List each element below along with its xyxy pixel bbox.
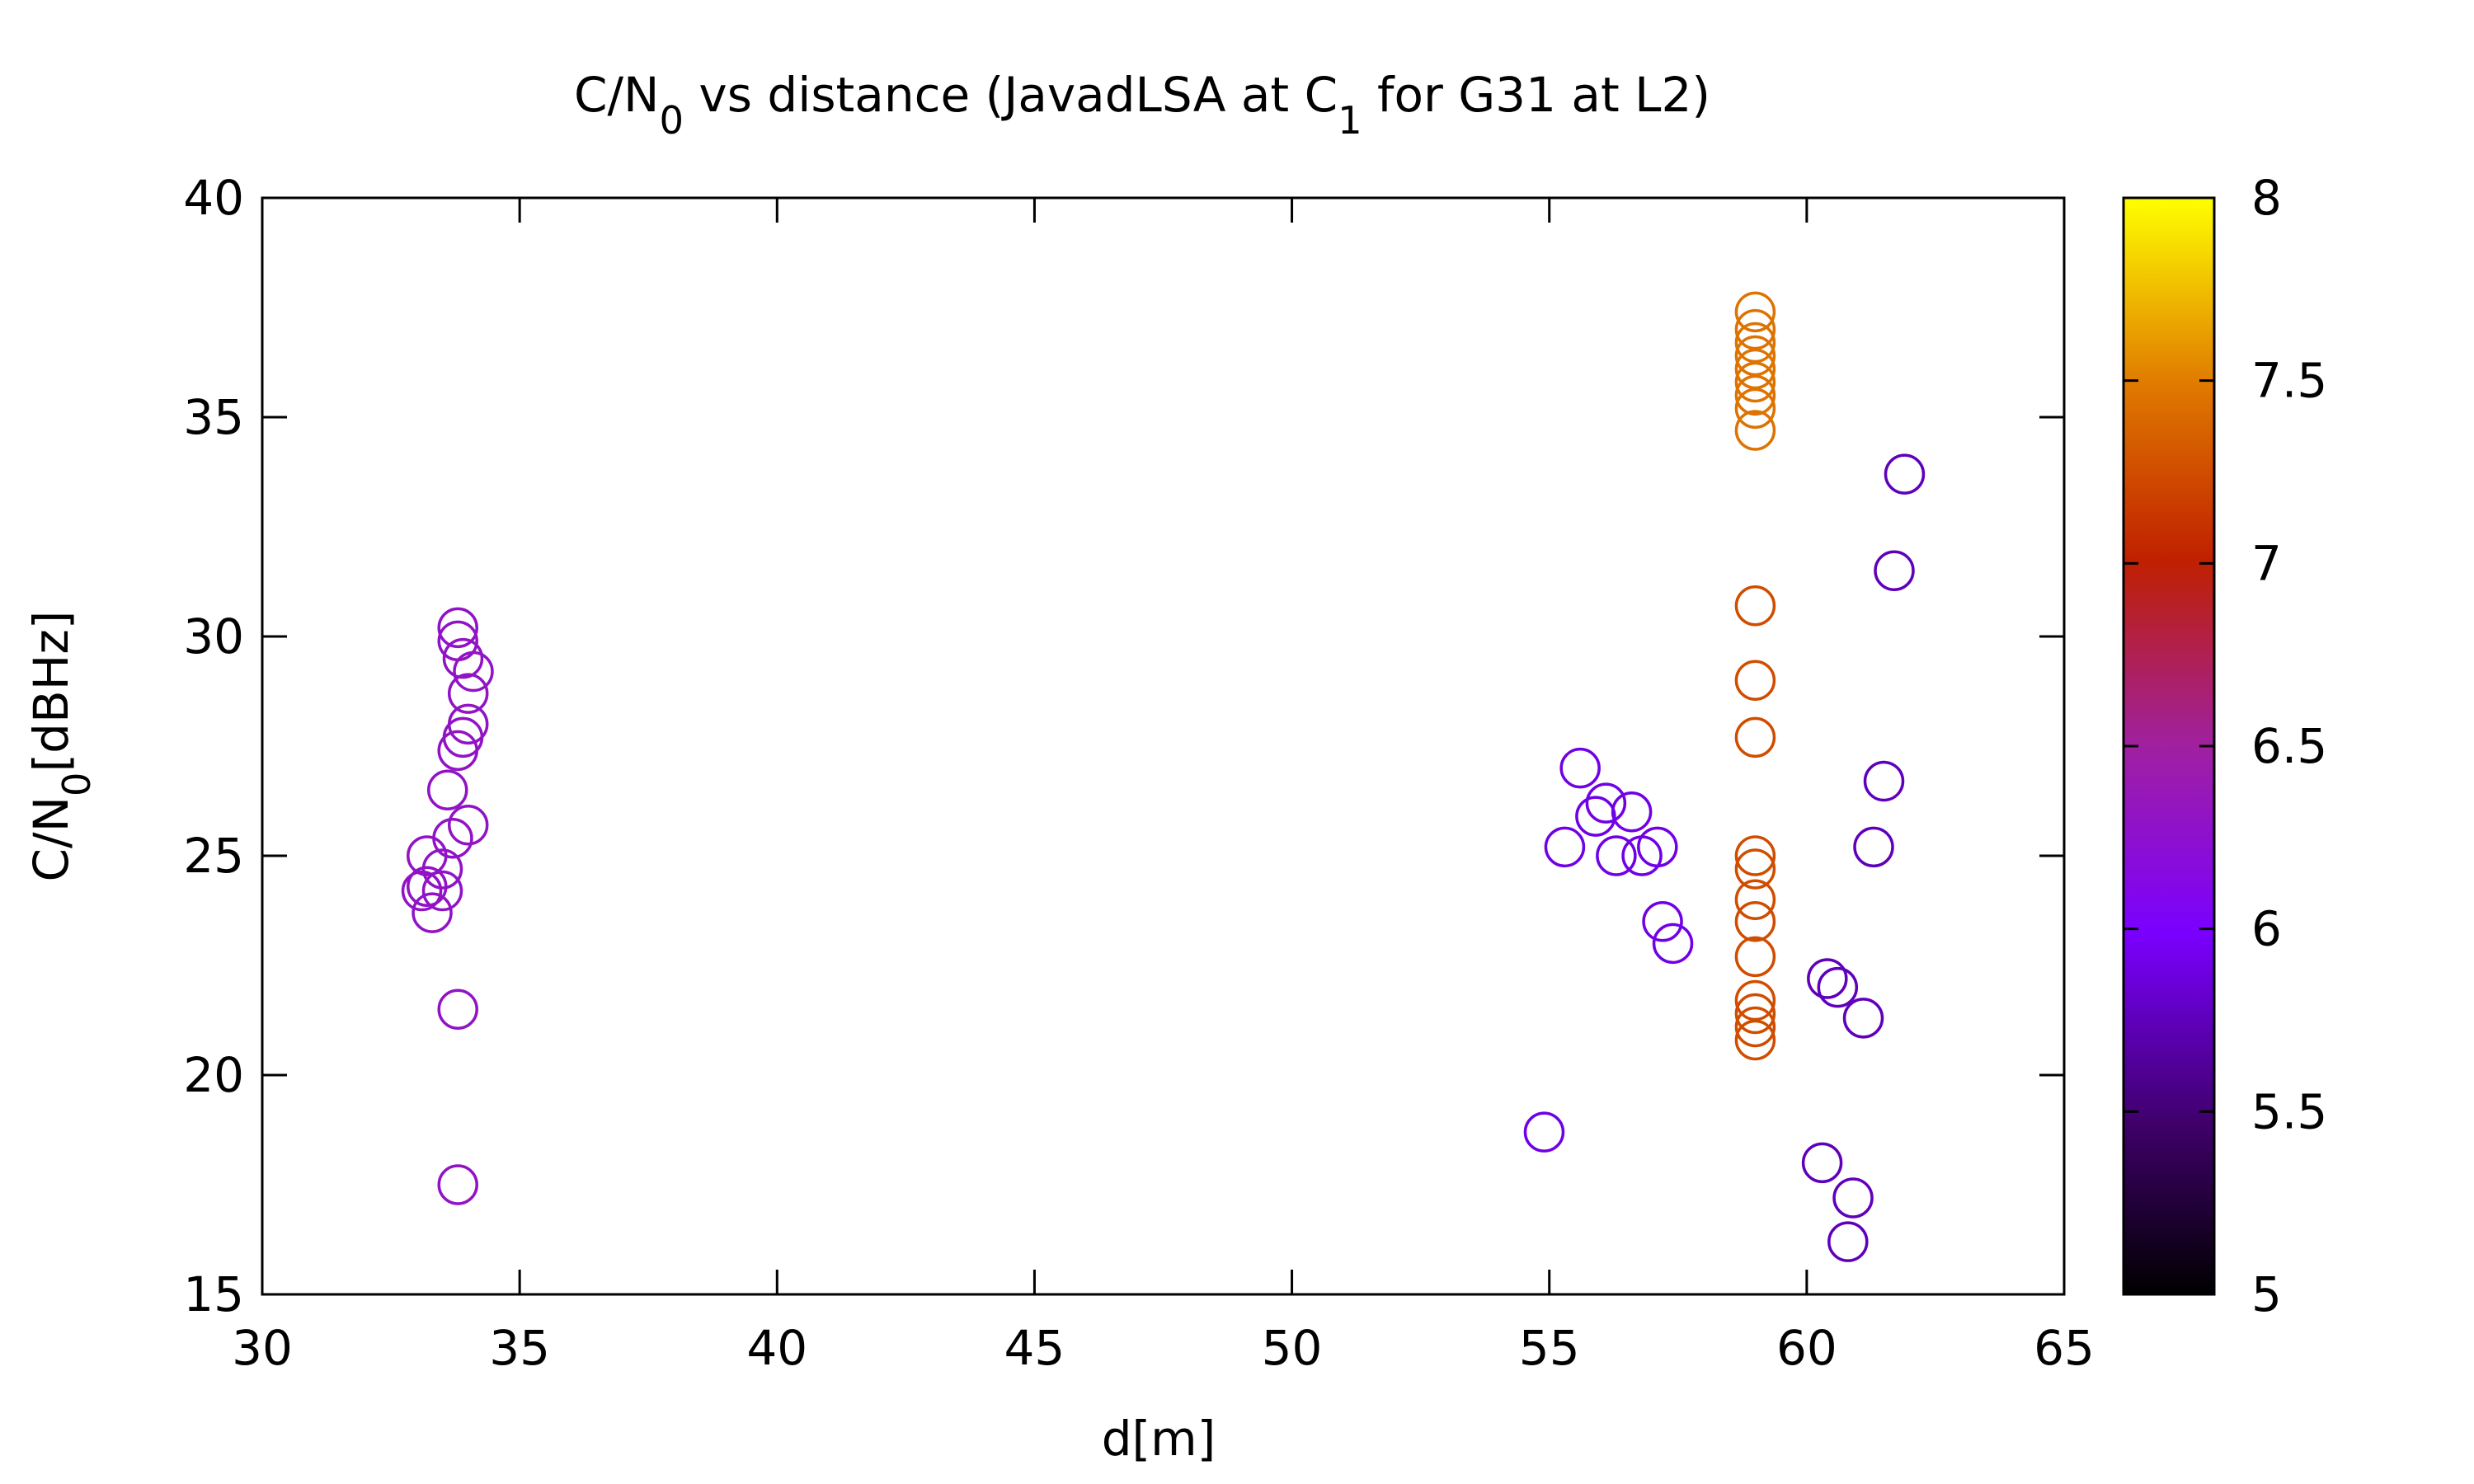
y-axis-label: C/N0[dBHz] <box>23 611 99 882</box>
scatter-point <box>1559 747 1601 789</box>
scatter-point <box>421 870 463 912</box>
scatter-point <box>1611 791 1653 833</box>
scatter-point <box>437 1164 478 1205</box>
colorbar-tick-label: 6 <box>2251 901 2282 957</box>
scatter-point <box>1734 410 1776 451</box>
scatter-point <box>1544 826 1586 868</box>
y-tick-label: 35 <box>183 389 244 445</box>
y-tick-label: 40 <box>183 170 244 226</box>
scatter-point <box>1734 835 1776 876</box>
scatter-point <box>407 866 448 907</box>
x-tick-label: 50 <box>1262 1320 1323 1376</box>
scatter-point <box>1734 848 1776 890</box>
y-tick-label: 20 <box>183 1047 244 1103</box>
scatter-point <box>1734 322 1776 364</box>
scatter-point <box>1801 1142 1843 1184</box>
scatter-point <box>437 730 478 772</box>
scatter-point <box>1734 374 1776 416</box>
scatter-point <box>1621 835 1663 876</box>
scatter-point <box>1827 1221 1869 1262</box>
chart-title: C/N0 vs distance (JavadLSA at C1 for G31… <box>574 67 1710 143</box>
x-tick-label: 35 <box>489 1320 550 1376</box>
scatter-point <box>1734 585 1776 627</box>
scatter-point <box>412 892 453 933</box>
scatter-point <box>1734 936 1776 978</box>
scatter-point <box>1734 979 1776 1021</box>
colorbar-tick-label: 5.5 <box>2251 1083 2327 1139</box>
scatter-point <box>407 835 448 876</box>
scatter-point <box>1874 550 1915 591</box>
scatter-point <box>437 989 478 1030</box>
y-tick-label: 25 <box>183 828 244 884</box>
scatter-point <box>1734 901 1776 942</box>
scatter-point <box>1863 760 1905 802</box>
colorbar <box>2122 196 2216 1296</box>
x-tick-label: 55 <box>1519 1320 1580 1376</box>
x-tick-label: 60 <box>1776 1320 1837 1376</box>
scatter-point <box>442 637 484 679</box>
scatter-point <box>1734 387 1776 430</box>
scatter-point <box>1842 998 1884 1039</box>
scatter-point <box>426 769 468 810</box>
scatter-point <box>453 650 494 693</box>
x-tick-label: 65 <box>2034 1320 2095 1376</box>
x-tick-label: 45 <box>1004 1320 1065 1376</box>
scatter-point <box>1642 901 1683 942</box>
x-axis-ticks: 30 35 40 45 50 55 60 65 <box>232 198 2095 1376</box>
x-tick-label: 40 <box>746 1320 807 1376</box>
colorbar-tick-label: 8 <box>2251 170 2282 226</box>
y-tick-label: 15 <box>183 1266 244 1322</box>
scatter-point <box>447 805 489 846</box>
scatter-point <box>1734 879 1776 920</box>
scatter-point <box>1853 826 1894 868</box>
colorbar-tick-label: 5 <box>2251 1266 2282 1322</box>
y-axis-ticks: 15 20 25 30 35 40 <box>183 170 2064 1322</box>
colorbar-tick-label: 7.5 <box>2251 353 2327 409</box>
scatter-point <box>1884 453 1926 495</box>
colorbar-tick-label: 7 <box>2251 535 2282 591</box>
scatter-point <box>1807 958 1848 999</box>
scatter-point <box>1596 835 1637 876</box>
scatter-point <box>1575 796 1616 837</box>
plot-area-frame <box>261 196 2066 1296</box>
scatter-point <box>401 870 443 912</box>
scatter-point <box>1523 1111 1565 1153</box>
scatter-point <box>1585 782 1627 824</box>
colorbar-ticks: 5 5.5 6 6.5 7 7.5 8 <box>2124 170 2327 1322</box>
scatter-point <box>1734 308 1776 350</box>
y-tick-label: 30 <box>183 608 244 665</box>
scatter-point <box>1734 716 1776 758</box>
scatter-point <box>1734 291 1776 333</box>
scatter-point <box>1832 1177 1874 1219</box>
x-axis-label: d[m] <box>1102 1411 1216 1467</box>
scatter-point <box>1652 923 1694 965</box>
scatter-point <box>1734 361 1776 403</box>
scatter-point <box>1734 1006 1776 1048</box>
scatter-point <box>1734 335 1776 377</box>
scatter-point <box>1734 660 1776 701</box>
scatter-point <box>437 607 478 649</box>
x-tick-label: 30 <box>232 1320 293 1376</box>
data-points <box>401 291 1926 1262</box>
scatter-point <box>1734 1019 1776 1061</box>
scatter-point <box>447 673 489 714</box>
scatter-point <box>1817 966 1859 1008</box>
scatter-point <box>1734 993 1776 1035</box>
colorbar-tick-label: 6.5 <box>2251 718 2327 774</box>
scatter-point <box>1734 348 1776 390</box>
